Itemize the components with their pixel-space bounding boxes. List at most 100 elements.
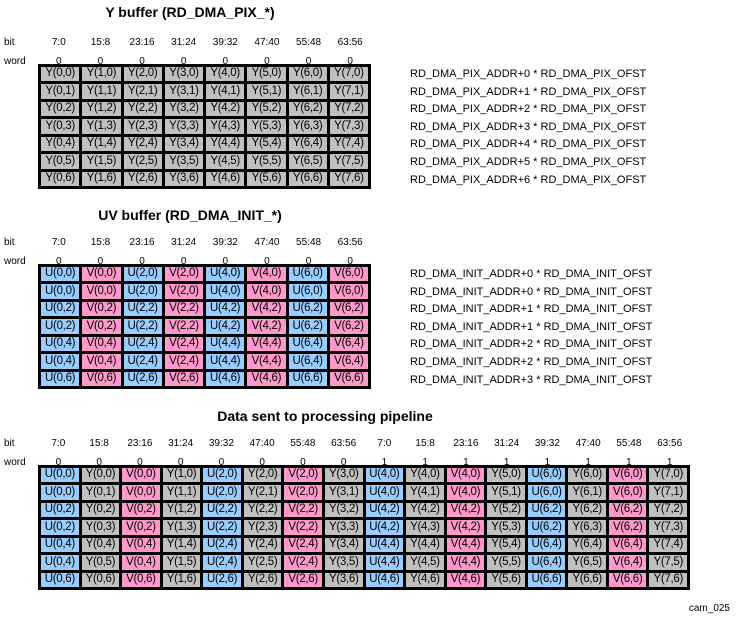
data-cell: Y(5,0) <box>247 67 286 82</box>
data-cell: Y(2,1) <box>123 84 162 99</box>
data-cell: V(0,2) <box>82 319 121 334</box>
data-cell: V(4,0) <box>247 284 286 299</box>
data-cell: Y(1,6) <box>82 171 121 186</box>
data-cell: U(0,4) <box>41 336 80 352</box>
data-cell: V(2,2) <box>284 520 322 535</box>
word-index: 0 <box>56 56 62 67</box>
word-index: 0 <box>222 256 229 267</box>
data-cell: Y(3,6) <box>164 171 203 186</box>
data-cell: U(0,2) <box>41 502 79 518</box>
data-cell: U(2,0) <box>203 468 241 483</box>
data-cell: Y(3,4) <box>324 537 363 553</box>
data-cell: V(6,0) <box>329 284 368 299</box>
data-cell: V(4,0) <box>446 468 485 483</box>
data-cell: Y(5,1) <box>247 84 286 99</box>
data-cell: V(6,2) <box>608 502 647 518</box>
data-cell: Y(1,2) <box>82 101 121 117</box>
row-address: RD_DMA_INIT_ADDR+0 * RD_DMA_INIT_OFST <box>410 268 653 280</box>
word-index: 0 <box>305 256 312 267</box>
data-cell: V(0,4) <box>122 537 160 553</box>
word-index: 0 <box>55 457 62 468</box>
data-cell: Y(3,0) <box>164 67 203 82</box>
data-cell: Y(7,6) <box>329 171 368 186</box>
bit-range: 39:32 <box>534 438 560 449</box>
data-cell: Y(1,6) <box>162 572 201 587</box>
data-cell: U(2,4) <box>123 336 162 352</box>
data-cell: Y(0,1) <box>81 485 120 500</box>
bit-label: bit <box>4 37 15 48</box>
word-index: 0 <box>137 457 143 468</box>
data-cell: Y(6,2) <box>288 101 327 117</box>
data-cell: Y(1,5) <box>162 555 201 570</box>
word-index: 0 <box>97 56 104 67</box>
data-cell: V(4,2) <box>446 502 485 518</box>
data-cell: Y(7,1) <box>329 84 368 99</box>
word-header-row: 0 0 0 0 0 0 0 0 <box>38 56 371 67</box>
bit-range: 15:8 <box>415 438 435 449</box>
data-cell: V(2,0) <box>164 284 203 299</box>
word-index: 1 <box>381 457 388 468</box>
data-cell: U(6,4) <box>527 555 566 570</box>
data-cell: V(4,2) <box>247 301 286 317</box>
data-cell: Y(7,0) <box>649 468 687 483</box>
data-cell: Y(6,2) <box>568 502 606 518</box>
row-address: RD_DMA_INIT_ADDR+1 * RD_DMA_INIT_OFST <box>410 320 653 333</box>
data-cell: U(6,4) <box>527 537 566 553</box>
word-index: 1 <box>422 457 428 468</box>
bit-range: 15:8 <box>90 37 111 48</box>
data-cell: U(4,0) <box>365 485 404 500</box>
data-cell: Y(1,3) <box>162 520 201 535</box>
data-cell: U(4,0) <box>206 267 245 282</box>
data-cell: V(0,0) <box>82 284 121 299</box>
bit-range: 31:24 <box>168 438 194 449</box>
data-cell: Y(0,3) <box>81 520 120 535</box>
data-cell: Y(4,0) <box>406 468 444 483</box>
data-cell: Y(1,5) <box>82 154 121 169</box>
bit-label: bit <box>4 438 15 449</box>
data-cell: Y(2,3) <box>243 520 282 535</box>
data-cell: Y(3,5) <box>324 555 363 570</box>
data-cell: U(4,4) <box>365 555 404 570</box>
word-index: 1 <box>544 457 551 468</box>
data-cell: Y(2,6) <box>123 171 162 186</box>
data-cell: Y(0,4) <box>81 537 120 553</box>
data-cell: V(0,4) <box>82 354 121 369</box>
data-cell: Y(0,6) <box>41 171 80 186</box>
bit-range: 55:48 <box>290 438 316 449</box>
word-index: 1 <box>666 457 673 468</box>
data-cell: V(0,2) <box>122 502 160 518</box>
bit-range: 55:48 <box>616 438 642 449</box>
data-cell: U(0,0) <box>41 468 79 483</box>
data-cell: V(6,0) <box>608 468 647 483</box>
data-cell: V(2,4) <box>164 336 203 352</box>
data-cell: U(2,0) <box>123 267 162 282</box>
data-cell: Y(7,6) <box>649 572 687 587</box>
data-cell: V(4,0) <box>446 485 485 500</box>
data-cell: V(0,0) <box>122 468 160 483</box>
data-cell: U(4,0) <box>206 284 245 299</box>
data-cell: U(0,6) <box>41 371 80 386</box>
word-index: 0 <box>139 56 145 67</box>
data-cell: Y(2,0) <box>123 67 162 82</box>
data-cell: V(4,0) <box>247 267 286 282</box>
data-cell: V(4,4) <box>247 354 286 369</box>
data-cell: U(6,2) <box>288 319 327 334</box>
word-index: 0 <box>347 56 353 67</box>
word-index: 0 <box>56 256 62 267</box>
data-cell: Y(0,6) <box>81 572 120 587</box>
pipeline-title: Data sent to processing pipeline <box>217 408 433 424</box>
data-cell: U(0,4) <box>41 555 79 570</box>
data-cell: Y(6,4) <box>568 537 606 553</box>
figure-id: cam_025 <box>688 603 730 614</box>
data-cell: Y(3,2) <box>324 502 363 518</box>
data-cell: Y(4,1) <box>206 84 245 99</box>
bit-range: 7:0 <box>377 438 392 449</box>
data-cell: Y(1,1) <box>82 84 121 99</box>
word-index: 0 <box>300 457 306 468</box>
data-cell: Y(7,2) <box>649 502 687 518</box>
data-cell: Y(4,1) <box>406 485 444 500</box>
data-cell: Y(1,4) <box>82 136 121 152</box>
bit-range: 47:40 <box>254 37 280 48</box>
word-index: 0 <box>180 256 187 267</box>
data-cell: U(4,4) <box>365 537 404 553</box>
